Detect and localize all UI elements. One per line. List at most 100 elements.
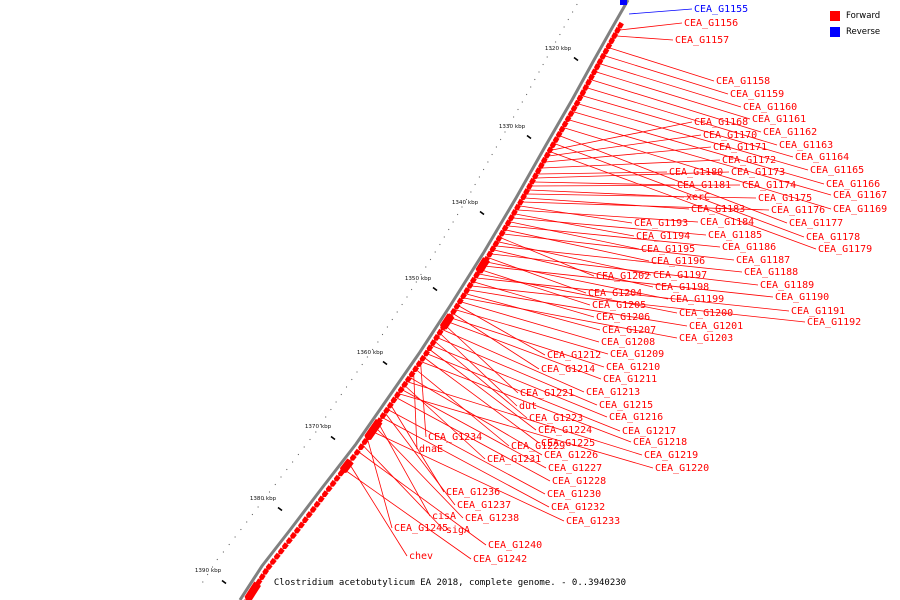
gene-label[interactable]: CEA_G1227 — [548, 463, 602, 474]
gene-label[interactable]: CEA_G1208 — [601, 337, 655, 348]
gene-label[interactable]: CEA_G1226 — [544, 450, 598, 461]
gene-label[interactable]: CEA_G1155 — [694, 4, 748, 15]
gene-label[interactable]: CEA_G1183 — [691, 204, 745, 215]
gene-label[interactable]: CEA_G1221 — [520, 388, 574, 399]
gene-label[interactable]: CEA_G1194 — [636, 231, 690, 242]
gene-label[interactable]: CEA_G1242 — [473, 554, 527, 565]
gene-label[interactable]: CEA_G1212 — [547, 350, 601, 361]
gene-label[interactable]: CEA_G1185 — [708, 230, 762, 241]
gene-label[interactable]: CEA_G1190 — [775, 292, 829, 303]
gene-label[interactable]: CEA_G1234 — [428, 432, 482, 443]
gene-label[interactable]: CEA_G1196 — [651, 256, 705, 267]
gene-label[interactable]: CEA_G1174 — [742, 180, 796, 191]
gene-feature — [430, 339, 437, 347]
gene-label[interactable]: CEA_G1160 — [743, 102, 797, 113]
gene-label[interactable]: CEA_G1213 — [586, 387, 640, 398]
gene-label[interactable]: CEA_G1245 — [394, 523, 448, 534]
gene-label[interactable]: CEA_G1191 — [791, 306, 845, 317]
gene-label[interactable]: CEA_G1184 — [700, 217, 754, 228]
gene-label[interactable]: CEA_G1177 — [789, 218, 843, 229]
gene-label[interactable]: CEA_G1230 — [547, 489, 601, 500]
gene-label[interactable]: CEA_G1166 — [826, 179, 880, 190]
gene-label[interactable]: xerC — [686, 192, 710, 203]
gene-label[interactable]: CEA_G1202 — [596, 271, 650, 282]
gene-label[interactable]: CEA_G1237 — [457, 500, 511, 511]
gene-label[interactable]: CEA_G1170 — [703, 130, 757, 141]
gene-label[interactable]: CEA_G1238 — [465, 513, 519, 524]
gene-label[interactable]: CEA_G1173 — [731, 167, 785, 178]
gene-label[interactable]: CEA_G1179 — [818, 244, 872, 255]
gene-label[interactable]: CEA_G1217 — [622, 426, 676, 437]
gene-label[interactable]: CEA_G1180 — [669, 167, 723, 178]
gene-label[interactable]: CEA_G1236 — [446, 487, 500, 498]
gene-label[interactable]: CEA_G1167 — [833, 190, 887, 201]
gene-label[interactable]: CEA_G1229 — [511, 441, 565, 452]
minor-tick — [263, 498, 265, 501]
gene-label[interactable]: CEA_G1172 — [722, 155, 776, 166]
gene-label[interactable]: CEA_G1216 — [609, 412, 663, 423]
gene-label[interactable]: CEA_G1168 — [694, 117, 748, 128]
gene-label[interactable]: CEA_G1162 — [763, 127, 817, 138]
label-leader-line — [503, 233, 735, 261]
minor-tick — [411, 288, 413, 291]
gene-label[interactable]: CEA_G1186 — [722, 242, 776, 253]
gene-label[interactable]: CEA_G1210 — [606, 362, 660, 373]
gene-label[interactable]: CEA_G1206 — [596, 312, 650, 323]
gene-label[interactable]: CEA_G1224 — [538, 425, 592, 436]
gene-label[interactable]: CEA_G1207 — [602, 325, 656, 336]
gene-label[interactable]: CEA_G1164 — [795, 152, 849, 163]
gene-label[interactable]: CEA_G1199 — [670, 294, 724, 305]
gene-label[interactable]: CEA_G1195 — [641, 244, 695, 255]
gene-label[interactable]: CEA_G1203 — [679, 333, 733, 344]
gene-label[interactable]: dnaE — [419, 444, 443, 455]
gene-label[interactable]: CEA_G1159 — [730, 89, 784, 100]
gene-label[interactable]: CEA_G1189 — [760, 280, 814, 291]
gene-label[interactable]: CEA_G1187 — [736, 255, 790, 266]
gene-label[interactable]: CEA_G1181 — [677, 180, 731, 191]
minor-tick — [559, 33, 561, 36]
gene-label[interactable]: CEA_G1233 — [566, 516, 620, 527]
gene-label[interactable]: CEA_G1192 — [807, 317, 861, 328]
gene-label[interactable]: CEA_G1205 — [592, 300, 646, 311]
gene-label[interactable]: CEA_G1156 — [684, 18, 738, 29]
gene-label[interactable]: CEA_G1201 — [689, 321, 743, 332]
gene-feature — [549, 141, 557, 149]
gene-label[interactable]: CEA_G1211 — [603, 374, 657, 385]
gene-label[interactable]: CEA_G1220 — [655, 463, 709, 474]
gene-label[interactable]: sigA — [446, 525, 470, 536]
gene-label[interactable]: CEA_G1240 — [488, 540, 542, 551]
gene-label[interactable]: CEA_G1193 — [634, 218, 688, 229]
gene-label[interactable]: CEA_G1200 — [679, 308, 733, 319]
gene-label[interactable]: CEA_G1215 — [599, 400, 653, 411]
gene-label[interactable]: chev — [409, 551, 433, 562]
minor-tick — [211, 566, 214, 568]
gene-label[interactable]: CEA_G1219 — [644, 450, 698, 461]
gene-label[interactable]: CEA_G1163 — [779, 140, 833, 151]
gene-feature — [364, 418, 383, 441]
gene-label[interactable]: CEA_G1178 — [806, 232, 860, 243]
gene-label[interactable]: CEA_G1209 — [610, 349, 664, 360]
gene-label[interactable]: CEA_G1158 — [716, 76, 770, 87]
gene-label[interactable]: CEA_G1225 — [541, 438, 595, 449]
gene-label[interactable]: CEA_G1204 — [588, 288, 642, 299]
gene-label[interactable]: CEA_G1218 — [633, 437, 687, 448]
gene-label[interactable]: CEA_G1231 — [487, 454, 541, 465]
gene-label[interactable]: CEA_G1161 — [752, 114, 806, 125]
gene-label[interactable]: CEA_G1165 — [810, 165, 864, 176]
gene-label[interactable]: CEA_G1169 — [833, 204, 887, 215]
gene-label[interactable]: dut — [519, 401, 537, 412]
gene-label[interactable]: CEA_G1188 — [744, 267, 798, 278]
gene-label[interactable]: CEA_G1214 — [541, 364, 595, 375]
gene-label[interactable]: cisA — [432, 511, 456, 522]
gene-feature — [594, 63, 601, 71]
gene-label[interactable]: CEA_G1176 — [771, 205, 825, 216]
gene-label[interactable]: CEA_G1223 — [529, 413, 583, 424]
gene-label[interactable]: CEA_G1198 — [655, 282, 709, 293]
gene-label[interactable]: CEA_G1232 — [551, 502, 605, 513]
gene-feature — [317, 495, 325, 503]
gene-label[interactable]: CEA_G1171 — [713, 142, 767, 153]
gene-label[interactable]: CEA_G1157 — [675, 35, 729, 46]
gene-label[interactable]: CEA_G1228 — [552, 476, 606, 487]
gene-label[interactable]: CEA_G1175 — [758, 193, 812, 204]
gene-label[interactable]: CEA_G1197 — [653, 270, 707, 281]
